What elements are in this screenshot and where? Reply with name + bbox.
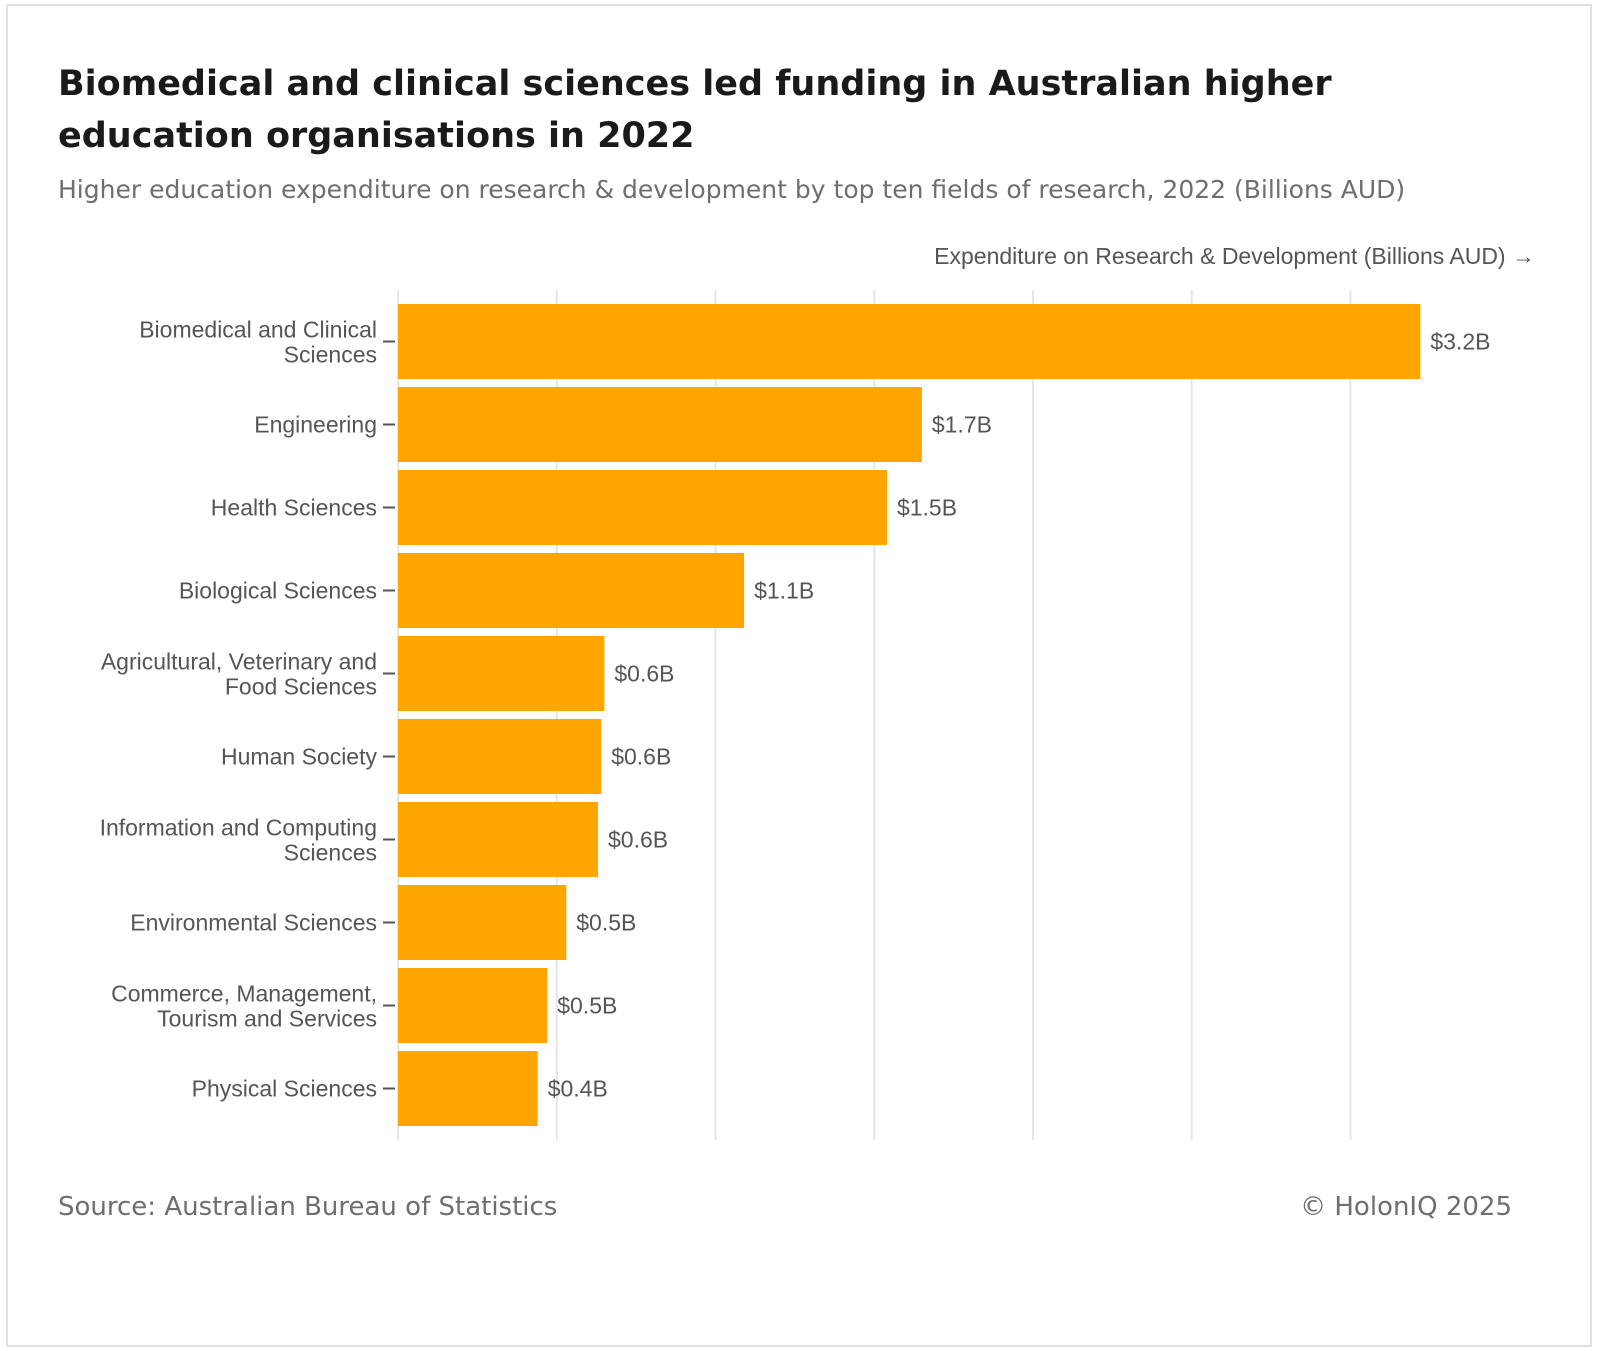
value-label: $1.5B [897,495,957,521]
bar [398,885,567,960]
value-label: $0.6B [611,744,671,770]
category-label: Information and Computing Sciences [100,815,377,866]
category-label: Health Sciences [211,495,377,521]
category-label: Human Society [221,744,377,770]
category-label: Agricultural, Veterinary and Food Science… [101,649,377,700]
bar [398,304,1421,379]
bar [398,636,605,711]
value-labels: $3.2B $1.7B $1.5B $1.1B $0.6B $0.6B $0.6B $0.5B… [548,329,1491,1102]
chart-title: Biomedical and clinical sciences led fun… [58,64,1332,156]
bar [398,968,548,1043]
bar [398,719,602,794]
value-label: $0.6B [608,827,668,853]
bars [398,304,1421,1126]
category-label: Physical Sciences [192,1076,377,1102]
category-label: Biomedical and Clinical Sciences [139,317,377,368]
bar [398,387,922,462]
bar [398,553,745,628]
category-label: Engineering [254,412,377,438]
category-labels: Biomedical and Clinical Sciences Engineeri… [100,317,395,1102]
bar [398,802,599,877]
value-label: $1.1B [754,578,814,604]
source-note: Source: Australian Bureau of Statistics [58,1192,558,1222]
x-axis-title: Expenditure on Research & Development (B… [934,243,1535,269]
value-label: $0.5B [576,910,636,936]
bar [398,1051,538,1126]
value-label: $0.4B [548,1076,608,1102]
value-label: $3.2B [1430,329,1490,355]
bar [398,470,887,545]
value-label: $0.5B [557,993,617,1019]
value-label: $1.7B [932,412,992,438]
category-label: Biological Sciences [179,578,377,604]
copyright-note: © HolonIQ 2025 [1300,1192,1512,1222]
category-label: Environmental Sciences [130,910,377,936]
value-label: $0.6B [614,661,674,687]
chart-card [6,4,1592,1347]
category-label: Commerce, Management, Tourism and Service… [111,981,377,1032]
chart-subtitle: Higher education expenditure on research… [58,175,1406,204]
